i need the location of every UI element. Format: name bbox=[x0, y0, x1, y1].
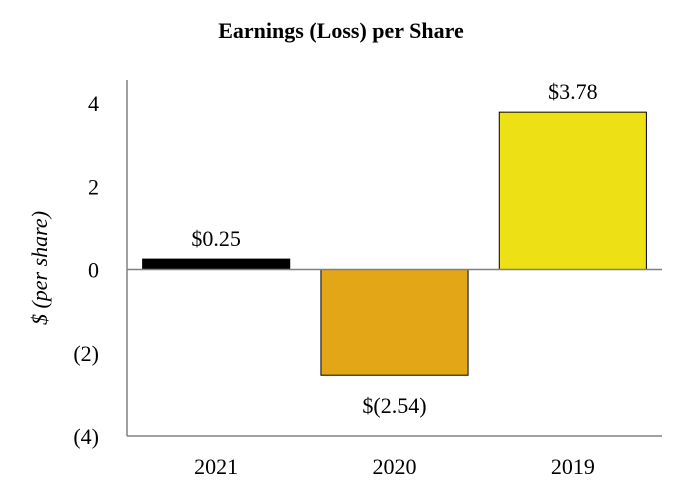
chart-title: Earnings (Loss) per Share bbox=[218, 18, 464, 43]
x-tick-label-2021: 2021 bbox=[194, 454, 238, 479]
y-tick-label: (4) bbox=[73, 424, 99, 449]
bar-2020 bbox=[320, 269, 469, 376]
y-tick-label: 4 bbox=[88, 91, 99, 116]
y-tick-label: (2) bbox=[73, 341, 99, 366]
x-tick-labels: 2021 2020 2019 bbox=[194, 454, 595, 479]
x-tick-label-2020: 2020 bbox=[373, 454, 417, 479]
data-labels: $0.25 $(2.54) $3.78 bbox=[191, 79, 597, 418]
bar-2019 bbox=[498, 111, 647, 270]
bar-2021 bbox=[142, 258, 291, 270]
y-tick-label: 0 bbox=[88, 258, 99, 283]
data-label-2019: $3.78 bbox=[548, 79, 598, 104]
y-tick-label: 2 bbox=[88, 174, 99, 199]
bars bbox=[142, 111, 647, 376]
x-tick-label-2019: 2019 bbox=[551, 454, 595, 479]
data-label-2020: $(2.54) bbox=[362, 393, 426, 418]
data-label-2021: $0.25 bbox=[191, 226, 241, 251]
y-tick-labels: 4 2 0 (2) (4) bbox=[73, 91, 99, 449]
